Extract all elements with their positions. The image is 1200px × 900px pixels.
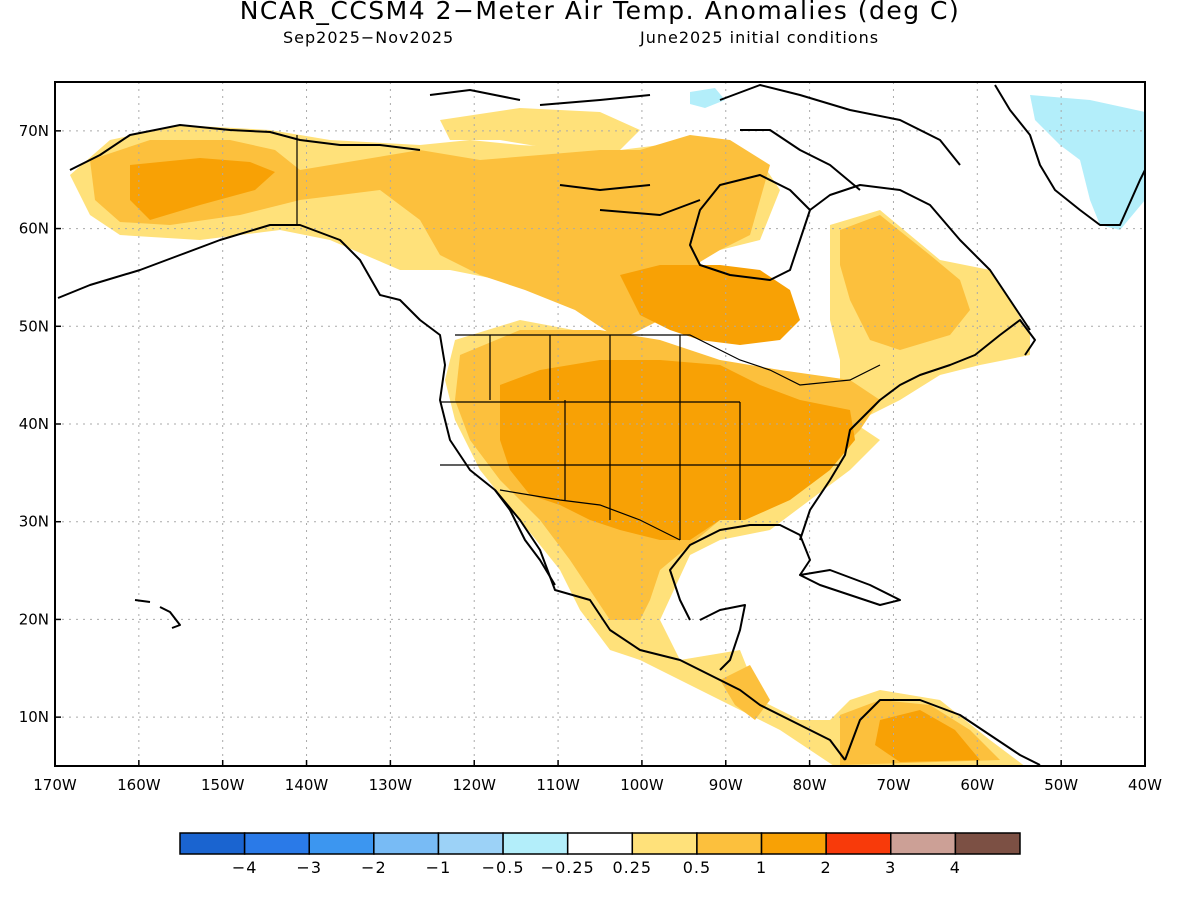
lat-label: 10N [19,708,49,726]
anomaly-region-moderate-warm [720,665,770,720]
lon-label: 60W [960,776,994,794]
anomaly-region-cool [1030,95,1145,230]
lon-label: 50W [1044,776,1078,794]
lon-label: 150W [201,776,245,794]
coastlines [57,84,1145,766]
legend-label: 1 [756,858,767,877]
legend-label: −3 [296,858,322,877]
legend-label: −1 [426,858,452,877]
legend-swatch [825,832,892,855]
lon-label: 120W [452,776,496,794]
legend-label: 0.5 [683,858,711,877]
legend-label: −2 [361,858,387,877]
lon-label: 160W [117,776,161,794]
political-boundaries [296,135,881,541]
coastline-cuba [799,569,901,606]
lat-label: 40N [19,415,49,433]
legend-swatch [179,832,246,855]
coastline-baja [494,489,556,586]
legend-label: 4 [950,858,961,877]
coastline-greenland [994,84,1145,226]
longitude-axis: 170W 160W 150W 140W 130W 120W 110W 100W 90W 80W 70… [33,760,1162,794]
border-us-canada [455,334,881,386]
legend-label: 0.25 [612,858,652,877]
initial-conditions-label: June2025 initial conditions [640,28,880,47]
lat-label: 50N [19,317,49,335]
legend-swatch [502,832,569,855]
coastline-arctic-islands [429,84,961,216]
lon-label: 140W [285,776,329,794]
legend-swatch [760,832,827,855]
lon-label: 130W [369,776,413,794]
legend-swatch [890,832,957,855]
coastline-south-america [844,699,1041,766]
lon-label: 110W [536,776,580,794]
legend-swatch [373,832,440,855]
coastline-hudson-bay [689,174,811,281]
lat-label: 70N [19,122,49,140]
anomaly-region-strong-warm [500,360,855,540]
legend-swatch [566,832,634,855]
season-label: Sep2025−Nov2025 [283,28,455,47]
anomaly-region-weak-warm [440,108,640,150]
lon-label: 80W [793,776,827,794]
legend-swatch [696,832,763,855]
lat-label: 60N [19,220,49,238]
border-us-mexico [499,489,681,541]
anomaly-region-moderate-warm [840,215,970,350]
legend-swatch [631,832,698,855]
anomaly-region-strong-warm [130,158,275,220]
coastline-east-us [799,319,1036,541]
legend-label: −0.25 [541,858,595,877]
legend-colorbar: −4 −3 −2 −1 −0.5 −0.25 0.25 0.5 1 2 3 4 [179,832,1021,877]
map-title: NCAR_CCSM4 2−Meter Air Temp. Anomalies (… [239,0,961,25]
coastline-gulf-mexico [669,524,811,671]
lon-label: 170W [33,776,77,794]
legend-swatch [437,832,504,855]
coastline-alaska-north [69,124,421,171]
lon-label: 90W [709,776,743,794]
anomaly-region-cool [690,88,725,108]
lon-label: 70W [877,776,911,794]
lat-label: 20N [19,610,49,628]
lon-label: 40W [1128,776,1162,794]
legend-swatch [308,832,375,855]
coastline-hawaii [134,599,181,629]
legend-swatch [243,832,310,855]
anomaly-region-moderate-warm [90,135,770,340]
state-lines [440,335,840,540]
coastline-labrador [809,184,1031,331]
legend-label: 3 [885,858,896,877]
legend-swatch [954,832,1021,855]
legend-label: 2 [821,858,832,877]
coastline-alaska [57,224,846,761]
anomaly-region-strong-warm [620,265,800,345]
lon-label: 100W [620,776,664,794]
anomaly-region-strong-warm [875,710,980,762]
legend-label: −0.5 [482,858,525,877]
lat-label: 30N [19,513,49,531]
latitude-axis: 10N 20N 30N 40N 50N 60N 70N [19,122,61,726]
anomaly-shading [70,88,1145,766]
legend-label: −4 [232,858,258,877]
